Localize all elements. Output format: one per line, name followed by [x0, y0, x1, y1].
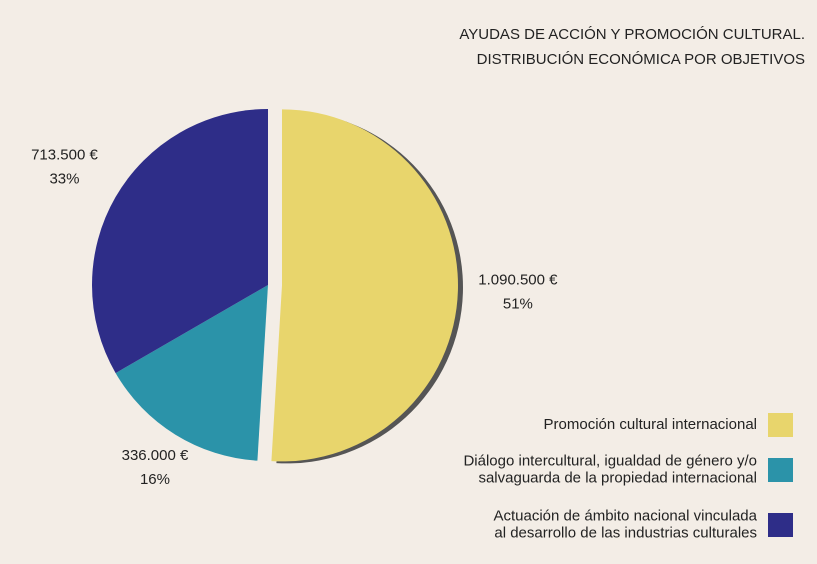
- legend-label: Diálogo intercultural, igualdad de géner…: [463, 452, 757, 469]
- legend-label: salvaguarda de la propiedad internaciona…: [478, 469, 757, 486]
- value-label: 1.090.500 €: [478, 271, 558, 288]
- slice: [115, 285, 268, 461]
- percentage-label: 33%: [49, 171, 79, 188]
- legend-swatch: [768, 458, 793, 482]
- legend-label: al desarrollo de las industrias cultural…: [494, 524, 757, 541]
- slice: [92, 109, 269, 374]
- legend-label: Promoción cultural internacional: [544, 416, 757, 433]
- percentage-label: 16%: [140, 471, 170, 488]
- legend-swatch: [768, 513, 793, 537]
- slice: [271, 109, 458, 462]
- legend-label: Actuación de ámbito nacional vinculada: [493, 507, 757, 524]
- legend-swatch: [768, 413, 793, 437]
- chart-title: AYUDAS DE ACCIÓN Y PROMOCIÓN CULTURAL.: [459, 26, 805, 43]
- value-label: 713.500 €: [31, 147, 98, 164]
- chart-title: DISTRIBUCIÓN ECONÓMICA POR OBJETIVOS: [477, 51, 805, 68]
- percentage-label: 51%: [503, 295, 533, 312]
- value-label: 336.000 €: [122, 447, 189, 464]
